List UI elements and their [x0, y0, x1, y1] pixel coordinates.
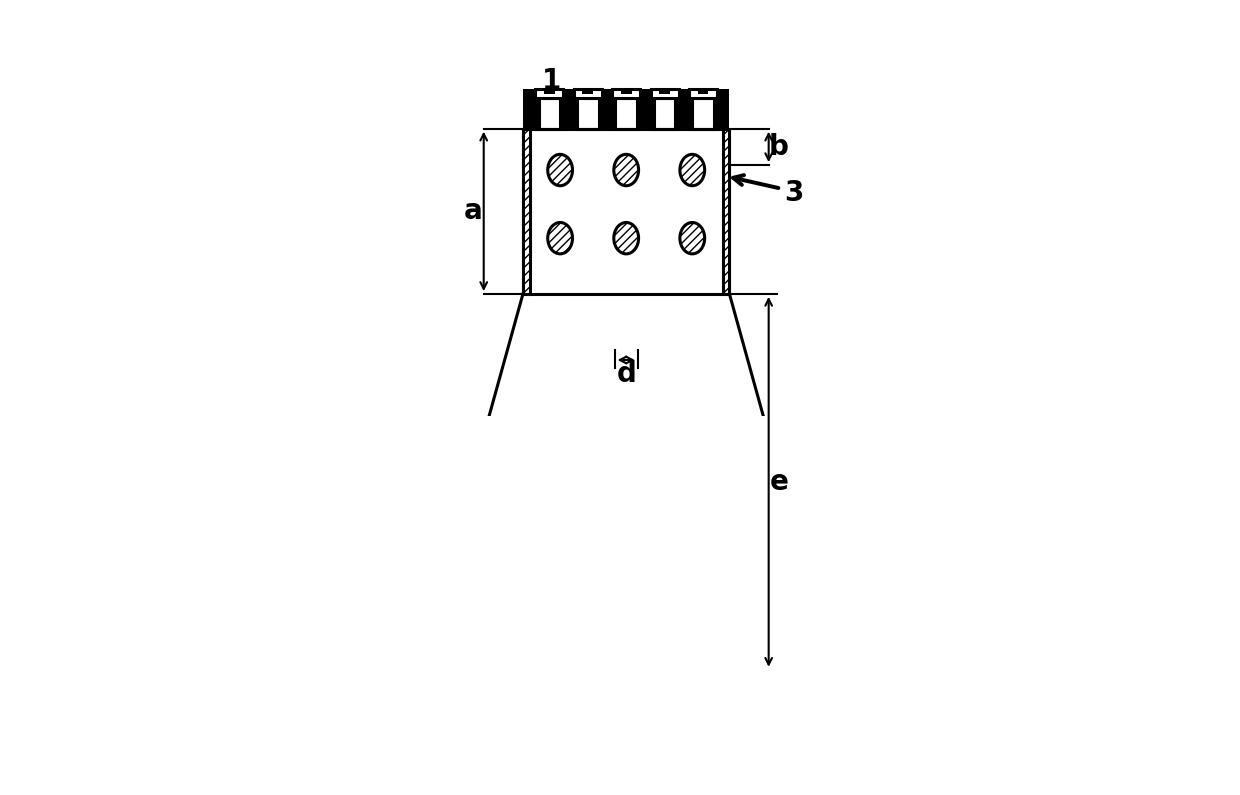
Polygon shape [387, 669, 866, 795]
Ellipse shape [529, 782, 547, 795]
Text: 1: 1 [542, 68, 562, 95]
Bar [544, 89, 554, 94]
Bar [583, 89, 593, 94]
Bar [660, 89, 670, 94]
Ellipse shape [662, 793, 680, 795]
Ellipse shape [680, 154, 704, 186]
Bar [653, 98, 676, 129]
Ellipse shape [614, 223, 639, 254]
Ellipse shape [489, 763, 506, 784]
Bar [613, 89, 640, 98]
Bar [574, 89, 601, 98]
Bar [698, 89, 708, 94]
Text: d: d [616, 360, 636, 389]
Bar [577, 98, 599, 129]
Text: e: e [770, 467, 789, 496]
Ellipse shape [746, 763, 764, 784]
Bar [523, 129, 529, 294]
Text: b: b [769, 133, 789, 161]
Ellipse shape [548, 223, 573, 254]
Text: a: a [464, 197, 482, 225]
Ellipse shape [680, 223, 704, 254]
Ellipse shape [782, 738, 801, 758]
Ellipse shape [706, 782, 723, 795]
Ellipse shape [614, 154, 639, 186]
Bar [615, 98, 637, 129]
Ellipse shape [573, 793, 590, 795]
Text: 3: 3 [784, 179, 804, 207]
Ellipse shape [419, 707, 438, 725]
Bar [621, 89, 631, 94]
Ellipse shape [451, 738, 470, 758]
Bar [523, 129, 729, 294]
Bar [723, 129, 729, 294]
Bar [523, 129, 729, 294]
Ellipse shape [815, 707, 833, 725]
Bar [523, 89, 729, 129]
Bar [689, 89, 717, 98]
Bar [536, 89, 563, 98]
Bar [538, 98, 560, 129]
Ellipse shape [548, 154, 573, 186]
Bar [692, 98, 714, 129]
Bar [651, 89, 678, 98]
